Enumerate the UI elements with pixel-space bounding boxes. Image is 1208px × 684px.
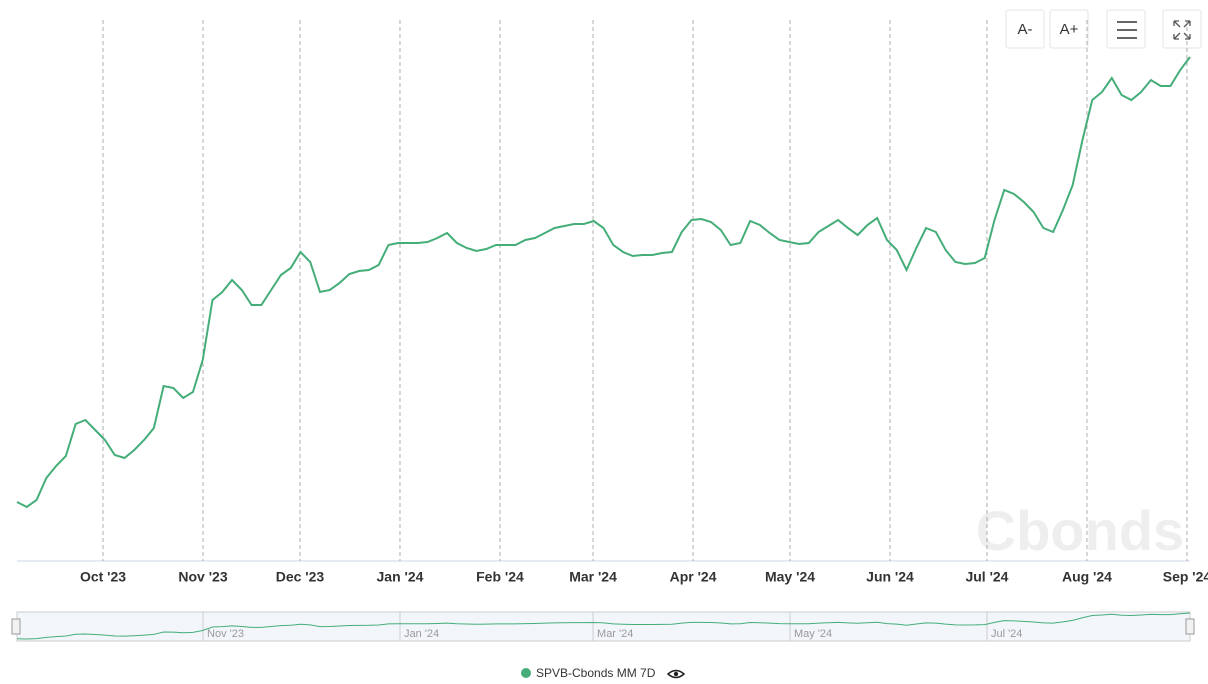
- fullscreen-button[interactable]: [1162, 9, 1202, 49]
- x-tick-label: Apr '24: [670, 569, 717, 585]
- legend-item[interactable]: SPVB-Cbonds MM 7D: [521, 666, 686, 680]
- x-tick-label: Feb '24: [476, 569, 524, 585]
- legend-marker: [521, 668, 531, 678]
- button-label: A-: [1018, 21, 1033, 38]
- navigator-tick-label: Nov '23: [207, 628, 244, 640]
- x-tick-label: Nov '23: [178, 569, 227, 585]
- series-line: [16, 56, 1191, 509]
- navigator-handle[interactable]: [11, 618, 21, 635]
- legend-label: SPVB-Cbonds MM 7D: [536, 666, 656, 680]
- x-tick-label: Oct '23: [80, 569, 126, 585]
- font-increase-button[interactable]: A+: [1049, 9, 1089, 49]
- x-tick-label: Jan '24: [377, 569, 424, 585]
- x-tick-label: Jun '24: [866, 569, 914, 585]
- menu-button[interactable]: [1106, 9, 1146, 49]
- navigator-line: [16, 612, 1191, 640]
- navigator-tick-label: May '24: [794, 628, 832, 640]
- x-tick-label: Mar '24: [569, 569, 617, 585]
- navigator-tick-label: Jul '24: [991, 628, 1022, 640]
- x-tick-label: Sep '24: [1163, 569, 1208, 585]
- font-decrease-button[interactable]: A-: [1005, 9, 1045, 49]
- x-tick-label: Aug '24: [1062, 569, 1112, 585]
- x-tick-label: Dec '23: [276, 569, 325, 585]
- x-tick-label: May '24: [765, 569, 815, 585]
- button-label: A+: [1060, 21, 1079, 38]
- navigator-tick-label: Jan '24: [404, 628, 439, 640]
- navigator-handle[interactable]: [1185, 618, 1195, 635]
- watermark: Cbonds: [976, 499, 1184, 562]
- navigator-tick-label: Mar '24: [597, 628, 633, 640]
- x-tick-label: Jul '24: [965, 569, 1008, 585]
